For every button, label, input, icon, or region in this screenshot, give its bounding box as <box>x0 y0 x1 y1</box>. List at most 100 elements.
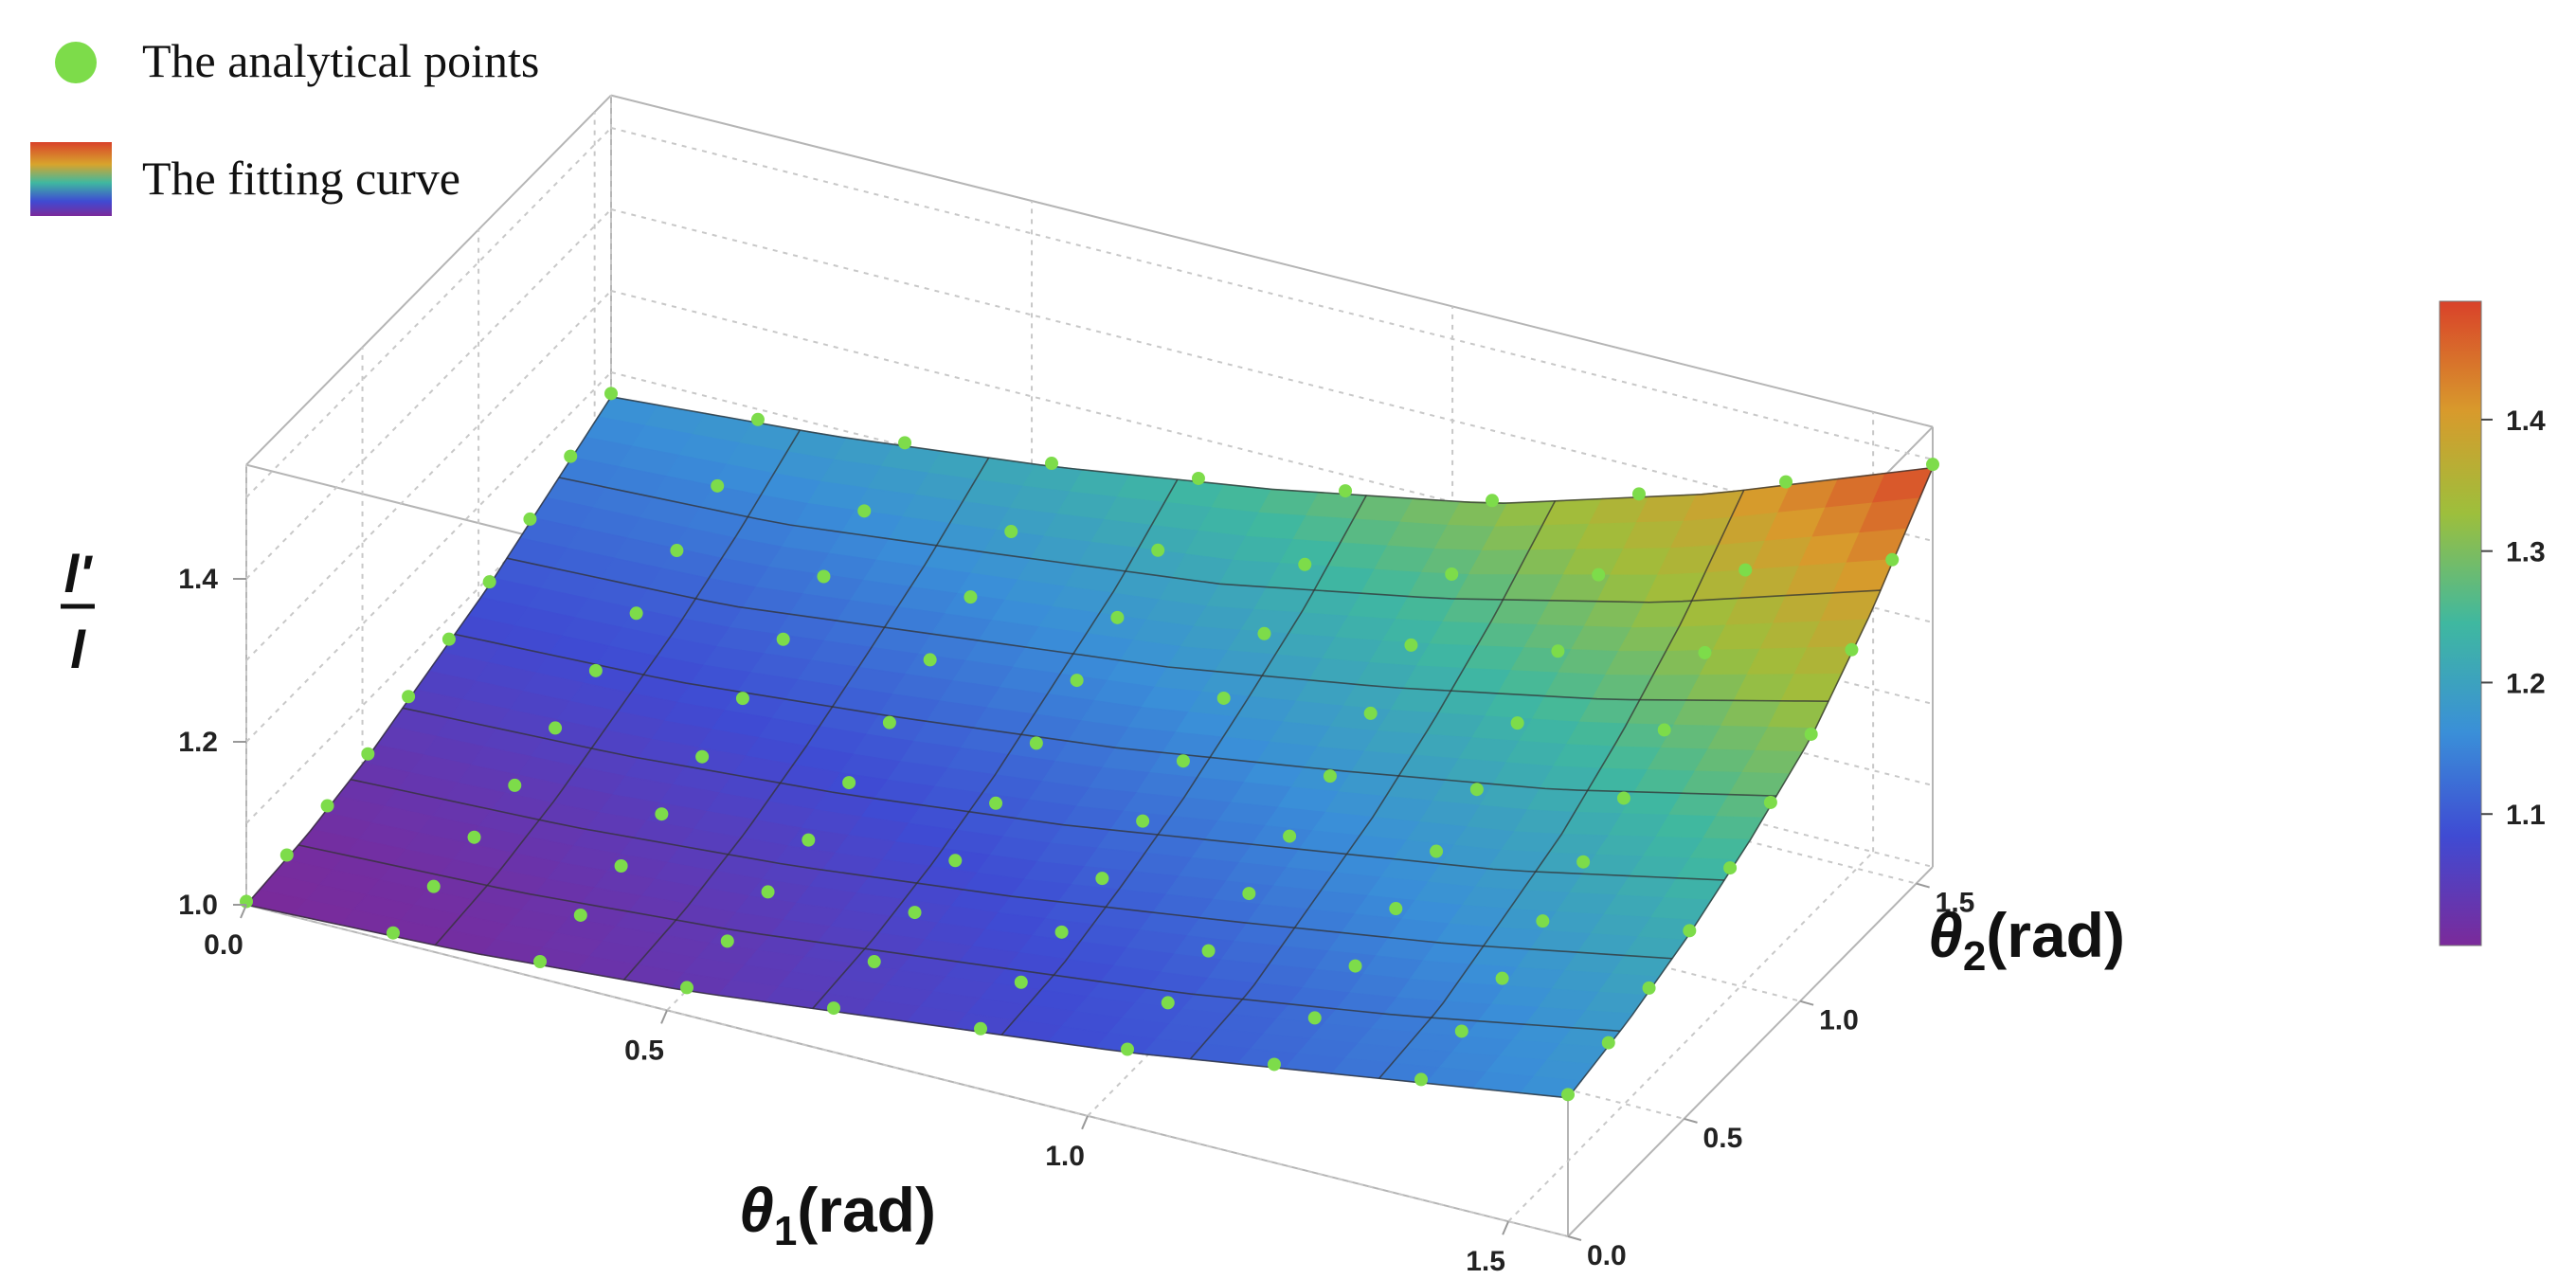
analytical-point <box>1095 872 1109 886</box>
mesh-line <box>350 778 1673 960</box>
box-edge <box>1567 866 1934 1237</box>
mesh-line <box>558 477 1882 603</box>
mesh-line <box>610 396 1934 505</box>
gridline <box>245 208 612 580</box>
analytical-point <box>386 926 400 940</box>
analytical-point <box>1348 959 1362 973</box>
mesh-line <box>1567 467 1934 1099</box>
analytical-point <box>1845 642 1859 657</box>
x-axis-unit: (rad) <box>797 1175 936 1245</box>
analytical-point <box>1201 944 1216 958</box>
colorbar-tick-label: 1.4 <box>2506 405 2546 437</box>
analytical-point <box>361 747 375 761</box>
analytical-point <box>1698 645 1712 659</box>
y-tick-mark <box>1916 882 1930 889</box>
analytical-point <box>604 387 618 401</box>
analytical-point <box>467 830 481 844</box>
analytical-point <box>817 569 831 584</box>
analytical-point <box>1298 557 1312 571</box>
z-axis-title: l' l <box>61 544 95 679</box>
gridline <box>610 208 1934 542</box>
analytical-point <box>426 879 441 893</box>
analytical-point <box>1339 484 1353 498</box>
x-tick-label: 0.0 <box>204 929 243 961</box>
analytical-point <box>1151 543 1165 557</box>
analytical-points <box>240 387 1939 1102</box>
analytical-point <box>1242 887 1256 901</box>
analytical-point <box>1257 626 1271 640</box>
analytical-point <box>1779 475 1793 489</box>
axis-ticks: 0.0 0.5 1.0 1.5 0.0 0.5 1.0 1.5 1.0 1.2 1.4 <box>178 564 1974 1277</box>
analytical-point <box>1176 754 1190 768</box>
z-tick-label: 1.4 <box>178 564 218 595</box>
analytical-point <box>1216 691 1231 705</box>
analytical-point <box>1592 567 1606 582</box>
fitting-surface <box>244 396 1934 1099</box>
svg-text:θ1(rad): θ1(rad) <box>739 1175 936 1254</box>
z-tick-label: 1.2 <box>178 727 218 758</box>
analytical-point <box>1469 783 1484 797</box>
x-tick-label: 1.0 <box>1045 1141 1085 1172</box>
mesh-line <box>297 844 1621 1033</box>
analytical-point <box>1445 567 1459 582</box>
analytical-point <box>629 606 643 621</box>
analytical-point <box>948 854 963 868</box>
gridline <box>1507 851 1874 1222</box>
y-tick-label: 1.0 <box>1819 1005 1859 1036</box>
x-tick-mark <box>1081 1115 1090 1130</box>
analytical-point <box>1307 1011 1322 1025</box>
box-edge <box>610 94 1934 428</box>
analytical-point <box>720 934 734 948</box>
x-tick-label: 1.5 <box>1466 1246 1505 1277</box>
analytical-point <box>1601 1036 1615 1050</box>
x-axis-subscript: 1 <box>774 1208 797 1254</box>
svg-text:θ2(rad): θ2(rad) <box>1928 900 2125 980</box>
analytical-point <box>923 653 937 667</box>
analytical-point <box>1926 458 1939 472</box>
analytical-point <box>482 575 496 589</box>
analytical-point <box>826 1001 840 1016</box>
mesh-line <box>1378 489 1745 1079</box>
analytical-point <box>735 692 749 706</box>
analytical-point <box>974 1021 988 1036</box>
legend-points-label: The analytical points <box>142 34 539 87</box>
analytical-point <box>1070 674 1084 688</box>
mesh-line <box>506 557 1829 702</box>
box-edge <box>245 94 612 466</box>
colorbar-gradient <box>2439 300 2482 946</box>
legend-point-marker <box>55 42 97 83</box>
analytical-point <box>1045 457 1058 471</box>
analytical-point <box>898 436 912 450</box>
x-tick-mark <box>1502 1220 1510 1235</box>
x-tick-label: 0.5 <box>624 1035 664 1066</box>
gridline <box>610 290 1934 623</box>
y-tick-label: 0.5 <box>1703 1123 1743 1154</box>
x-tick-mark <box>240 904 247 919</box>
analytical-point <box>680 981 694 995</box>
analytical-point <box>1763 795 1777 809</box>
gridline <box>245 127 612 498</box>
analytical-point <box>1804 727 1818 741</box>
analytical-point <box>1657 723 1671 737</box>
analytical-point <box>670 544 684 558</box>
analytical-point <box>573 908 587 922</box>
analytical-point <box>1510 716 1524 730</box>
analytical-point <box>857 504 872 518</box>
analytical-point <box>1004 525 1018 539</box>
analytical-point <box>441 632 456 646</box>
analytical-point <box>402 690 416 704</box>
analytical-point <box>1454 1024 1468 1038</box>
analytical-point <box>1551 644 1565 658</box>
x-axis-title: θ1(rad) <box>739 1175 936 1254</box>
analytical-point <box>1495 971 1509 985</box>
analytical-point <box>614 858 628 873</box>
mesh-line <box>812 478 1179 1009</box>
analytical-point <box>1536 914 1550 928</box>
analytical-point <box>695 749 710 764</box>
mesh-line <box>1189 500 1557 1060</box>
analytical-point <box>1389 902 1403 916</box>
analytical-point <box>564 449 578 463</box>
x-tick-mark <box>660 1010 668 1024</box>
analytical-point <box>1683 924 1697 938</box>
mesh-line <box>245 396 612 906</box>
